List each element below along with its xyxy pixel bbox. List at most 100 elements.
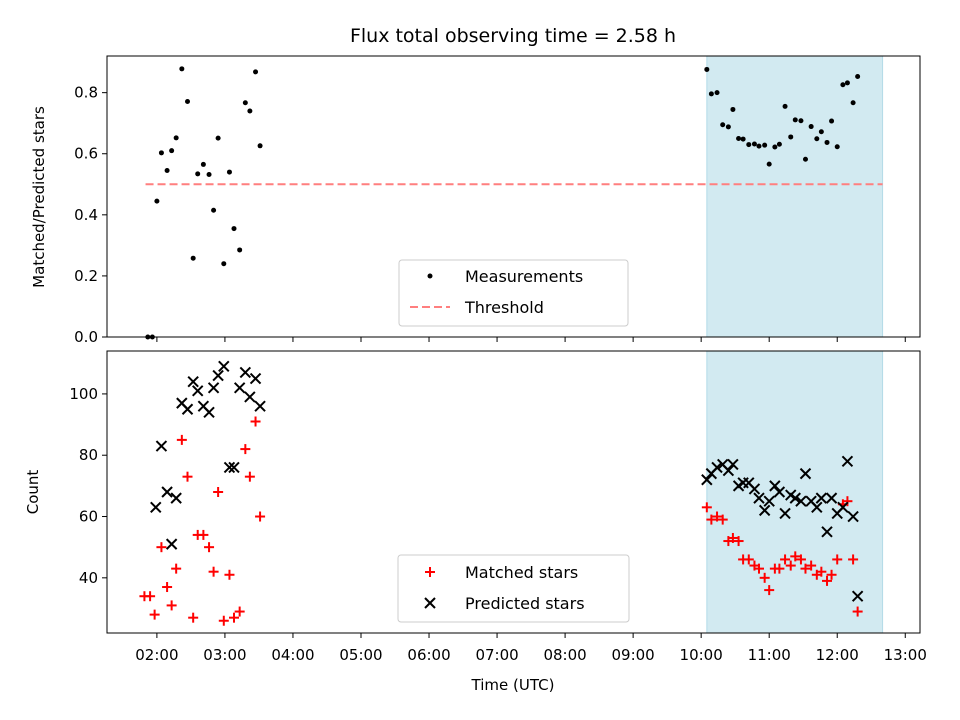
data-point [218, 615, 229, 626]
y-axis-ticks: 0.0 0.2 0.4 0.6 0.8 [74, 84, 107, 346]
x-tick-label: 10:00 [680, 646, 723, 664]
data-point [746, 142, 752, 148]
data-point [242, 100, 248, 106]
y-axis-ticks: 40 60 80 100 [69, 385, 107, 587]
data-point [727, 458, 739, 471]
data-point [847, 510, 859, 523]
chart-title: Flux total observing time = 2.58 h [350, 25, 676, 47]
data-point [203, 406, 215, 419]
data-point [701, 474, 713, 486]
highlight-span-rect [706, 55, 884, 338]
data-point [758, 504, 771, 517]
data-point [852, 606, 863, 617]
data-point [218, 360, 230, 373]
data-point [192, 385, 204, 397]
data-point [802, 156, 808, 162]
data-point [821, 526, 833, 538]
data-point [166, 600, 177, 611]
plot-frame [106, 55, 921, 338]
data-point [844, 80, 850, 86]
data-point [179, 66, 185, 72]
data-point [733, 536, 744, 547]
data-point [187, 375, 199, 388]
data-point [822, 575, 833, 586]
x-tick-label: 12:00 [816, 646, 859, 664]
data-point [780, 554, 791, 565]
data-point [730, 106, 736, 112]
data-point [829, 118, 835, 124]
y-tick-label: 40 [79, 569, 98, 587]
data-point [837, 501, 849, 514]
data-point [766, 161, 772, 167]
data-point [736, 135, 742, 141]
data-point [751, 141, 757, 147]
data-point [145, 591, 156, 602]
data-point [708, 91, 714, 97]
data-point [799, 467, 812, 480]
data-point [756, 143, 762, 149]
data-point [226, 169, 232, 175]
data-point [207, 382, 220, 394]
data-point [720, 122, 726, 128]
data-point [706, 514, 717, 525]
data-point [824, 139, 830, 145]
data-point [764, 585, 775, 596]
data-point [773, 486, 786, 498]
data-point [173, 135, 179, 141]
data-point [170, 492, 182, 504]
data-point [714, 90, 720, 96]
data-point [224, 569, 235, 580]
data-point [239, 366, 252, 379]
data-point [204, 542, 215, 553]
data-point [165, 538, 178, 550]
data-point [763, 495, 775, 507]
y-axis-label: Count [24, 470, 42, 515]
data-point [759, 572, 770, 583]
data-point [257, 143, 263, 149]
legend-box [398, 259, 629, 327]
legend-label-matched: Matched stars [465, 563, 578, 582]
measurement-points [145, 66, 861, 340]
data-point [818, 129, 824, 135]
data-point [832, 554, 843, 565]
legend-marker-predicted [424, 597, 436, 609]
data-point [712, 511, 723, 522]
data-point [158, 150, 164, 156]
y-axis-label: Matched/Predicted stars [30, 106, 48, 288]
legend-marker-measurements [427, 273, 433, 279]
data-point [825, 492, 838, 504]
data-point [169, 148, 175, 154]
y-tick-label: 60 [79, 508, 98, 526]
data-point [782, 103, 788, 109]
data-point [164, 168, 170, 174]
legend-label-threshold: Threshold [464, 298, 544, 317]
data-point [842, 496, 853, 507]
data-point [150, 501, 162, 514]
data-point [233, 382, 246, 394]
data-point [215, 135, 221, 141]
data-point [249, 372, 262, 385]
legend-marker-matched [425, 567, 435, 577]
data-point [795, 495, 807, 507]
legend-box [397, 554, 630, 623]
data-point [190, 255, 196, 261]
data-point [149, 609, 160, 620]
x-tick-label: 05:00 [339, 646, 382, 664]
data-point [840, 82, 846, 88]
data-point [701, 502, 712, 513]
data-point [711, 461, 723, 474]
data-point [228, 612, 239, 623]
y-tick-label: 0.6 [74, 145, 98, 163]
data-point [155, 440, 168, 452]
data-point [181, 403, 194, 415]
data-point [722, 464, 735, 477]
data-point [200, 161, 206, 167]
data-point [762, 142, 768, 148]
data-point [244, 391, 256, 403]
data-point [247, 108, 253, 114]
data-point [811, 501, 823, 514]
data-point [800, 563, 811, 574]
data-point [808, 124, 814, 130]
data-point [237, 247, 243, 253]
